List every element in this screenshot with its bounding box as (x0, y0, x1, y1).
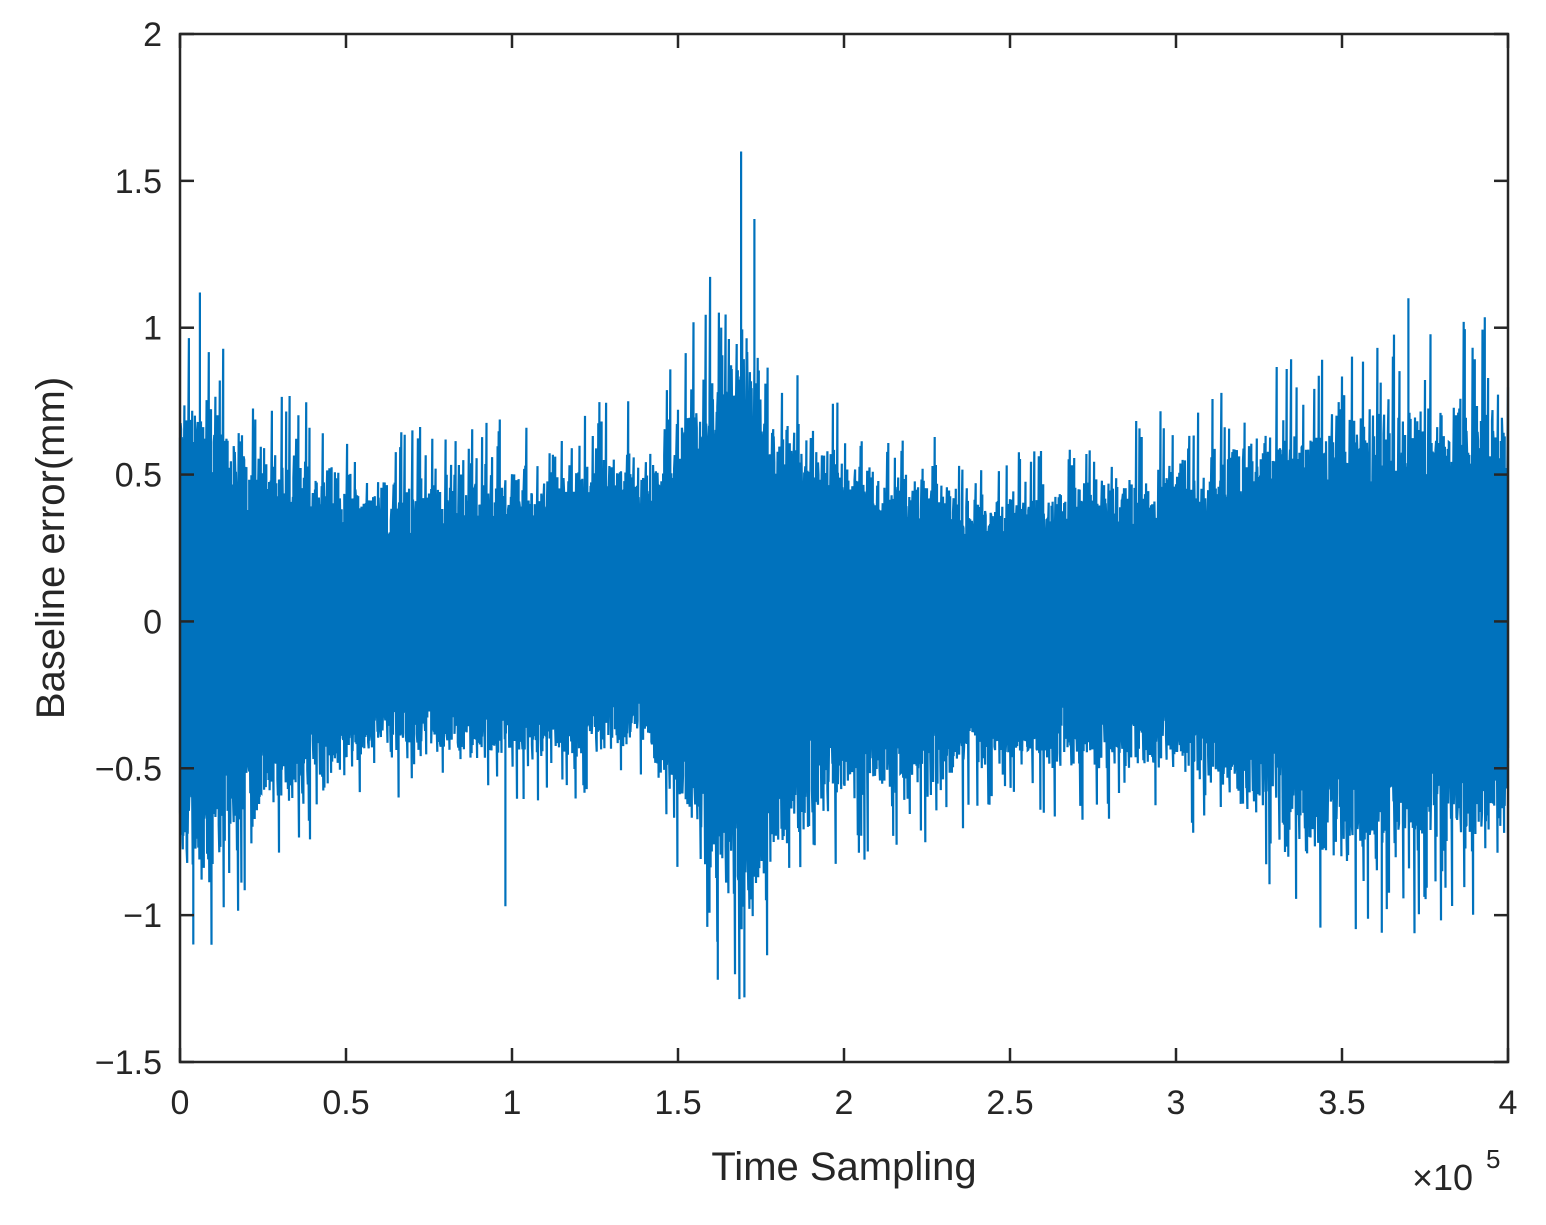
x-tick-label: 2 (835, 1084, 854, 1122)
x-tick-label: 1.5 (654, 1084, 701, 1122)
x-tick-label: 2.5 (986, 1084, 1033, 1122)
y-tick-label: 1 (143, 310, 162, 348)
y-tick-label: −0.5 (95, 750, 162, 788)
y-tick-label: 0 (143, 603, 162, 641)
y-tick-label: 0.5 (115, 457, 162, 495)
y-tick-label: −1.5 (95, 1044, 162, 1082)
x-tick-label: 0.5 (322, 1084, 369, 1122)
x-tick-label: 0 (171, 1084, 190, 1122)
x-tick-label: 4 (1499, 1084, 1518, 1122)
y-tick-label: 2 (143, 16, 162, 54)
y-tick-label: 1.5 (115, 163, 162, 201)
signal-line (178, 151, 1510, 1000)
x-tick-label: 3 (1167, 1084, 1186, 1122)
x-tick-label: 1 (503, 1084, 522, 1122)
plot-area (178, 151, 1510, 1000)
x-exponent-base: ×10 (1412, 1157, 1473, 1198)
x-axis-ticks: 0 0.5 1 1.5 2 2.5 3 3.5 4 (171, 34, 1518, 1122)
x-exponent: ×10 5 (1412, 1144, 1500, 1198)
x-axis-label: Time Sampling (711, 1145, 976, 1189)
y-tick-label: −1 (123, 897, 162, 935)
y-axis-ticks: −1.5 −1 −0.5 0 0.5 1 1.5 2 (95, 16, 1508, 1082)
x-exponent-power: 5 (1486, 1144, 1500, 1174)
y-axis-label: Baseline error(mm) (29, 377, 73, 719)
x-tick-label: 3.5 (1318, 1084, 1365, 1122)
